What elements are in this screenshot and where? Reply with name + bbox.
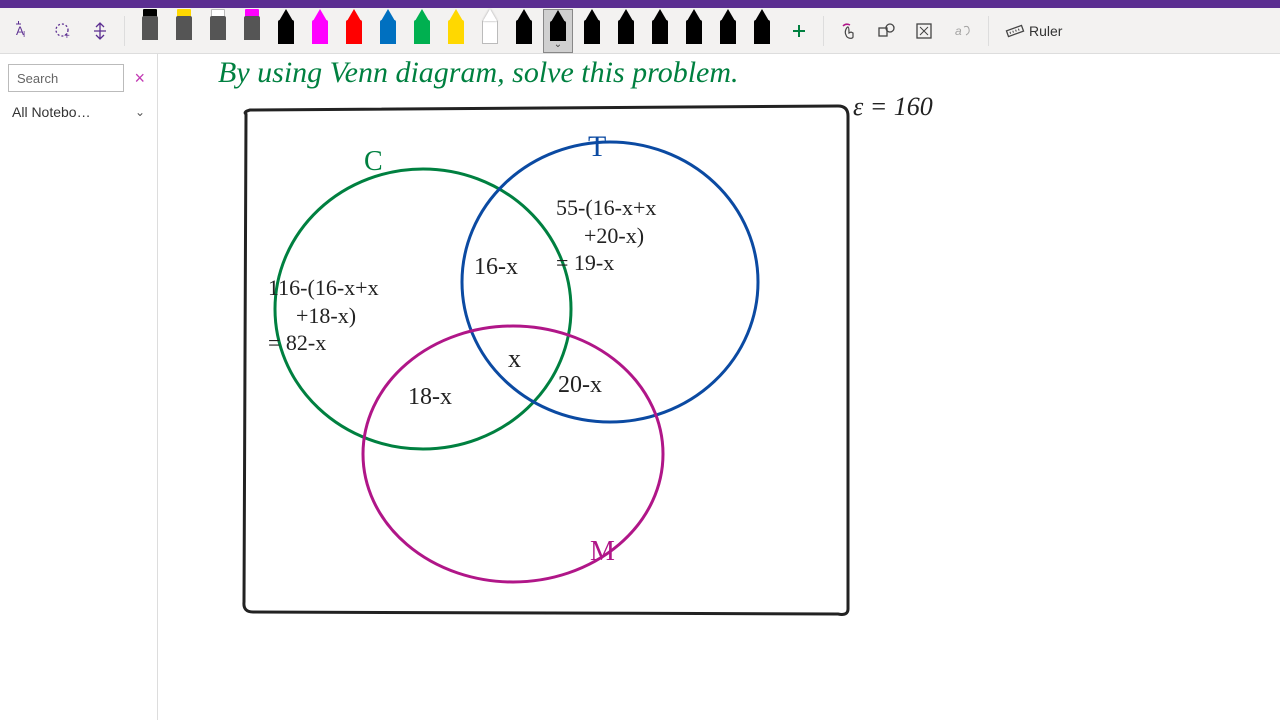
svg-text:I: I	[23, 30, 25, 39]
search-row: Search ×	[8, 64, 149, 92]
pen-9[interactable]	[441, 9, 471, 53]
highlighter-2[interactable]	[203, 9, 233, 53]
pen-5[interactable]	[305, 9, 335, 53]
region-ct: 16-x	[474, 254, 518, 281]
highlighter-0[interactable]	[135, 9, 165, 53]
svg-text:a: a	[955, 24, 962, 38]
chevron-down-icon: ⌄	[554, 39, 562, 50]
circle-t	[462, 142, 758, 422]
pen-11[interactable]	[509, 9, 539, 53]
highlighter-1[interactable]	[169, 9, 199, 53]
onenote-window: AI + ⌄ a	[0, 0, 1280, 720]
pen-10[interactable]	[475, 9, 505, 53]
region-tm: 20-x	[558, 372, 602, 399]
pen-14[interactable]	[611, 9, 641, 53]
pen-4[interactable]	[271, 9, 301, 53]
ink-to-math-button[interactable]	[906, 13, 942, 49]
region-c-only: 116-(16-x+x +18-x) = 82-x	[268, 274, 379, 357]
type-tool-button[interactable]: AI	[6, 13, 42, 49]
region-cm: 18-x	[408, 384, 452, 411]
pen-8[interactable]	[407, 9, 437, 53]
ribbon-separator	[823, 16, 824, 46]
touch-draw-button[interactable]	[830, 13, 866, 49]
pen-7[interactable]	[373, 9, 403, 53]
label-m: M	[590, 536, 615, 568]
ribbon-separator	[988, 16, 989, 46]
pen-17[interactable]	[713, 9, 743, 53]
app-body: Search × All Notebo… ⌄ By using Venn dia…	[0, 54, 1280, 720]
right-tools-group: a Ruler	[830, 13, 1070, 49]
pen-18[interactable]	[747, 9, 777, 53]
label-t: T	[588, 130, 606, 164]
chevron-down-icon: ⌄	[135, 105, 145, 119]
svg-text:+: +	[64, 31, 70, 41]
lasso-select-button[interactable]: +	[44, 13, 80, 49]
note-canvas[interactable]: By using Venn diagram, solve this proble…	[158, 54, 1280, 720]
venn-diagram	[158, 54, 1158, 714]
pen-16[interactable]	[679, 9, 709, 53]
pen-12[interactable]: ⌄	[543, 9, 573, 53]
notebook-label: All Notebo…	[12, 104, 91, 120]
pen-13[interactable]	[577, 9, 607, 53]
ruler-label: Ruler	[1029, 23, 1062, 39]
search-placeholder: Search	[17, 71, 58, 86]
pen-gallery: ⌄	[131, 9, 781, 53]
notebook-selector[interactable]: All Notebo… ⌄	[8, 102, 149, 122]
sidebar: Search × All Notebo… ⌄	[0, 54, 158, 720]
ruler-button[interactable]: Ruler	[997, 13, 1070, 49]
pen-6[interactable]	[339, 9, 369, 53]
search-input[interactable]: Search	[8, 64, 124, 92]
ink-to-text-button[interactable]: a	[944, 13, 980, 49]
highlighter-3[interactable]	[237, 9, 267, 53]
insert-space-button[interactable]	[82, 13, 118, 49]
region-center: x	[508, 344, 521, 374]
text-tools-group: AI +	[6, 13, 118, 49]
add-pen-button[interactable]	[781, 13, 817, 49]
label-c: C	[364, 146, 383, 178]
universe-box	[244, 106, 848, 614]
pen-15[interactable]	[645, 9, 675, 53]
ink-to-shape-button[interactable]	[868, 13, 904, 49]
region-t-only: 55-(16-x+x +20-x) = 19-x	[556, 194, 656, 277]
draw-ribbon: AI + ⌄ a	[0, 8, 1280, 54]
close-icon[interactable]: ×	[130, 68, 149, 89]
ribbon-separator	[124, 16, 125, 46]
window-titlebar-strip	[0, 0, 1280, 8]
